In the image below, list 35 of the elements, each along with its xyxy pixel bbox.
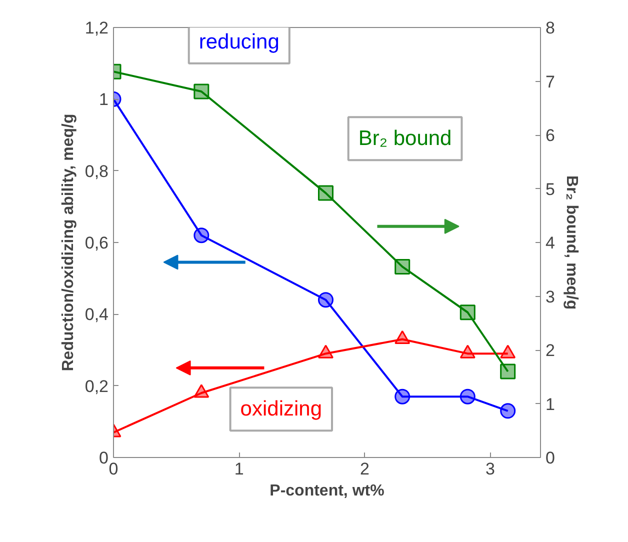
y-tick-label: 0,2 (84, 376, 109, 396)
y2-tick-label: 1 (546, 394, 555, 414)
y2-tick-label: 3 (546, 287, 555, 306)
y2-tick-label: 4 (546, 234, 555, 252)
y2-tick-label: 8 (546, 18, 555, 38)
y-tick-label: 0,4 (84, 305, 109, 324)
y-tick-label: 1,2 (84, 18, 109, 38)
x-tick-label: 1 (234, 460, 244, 478)
y2-tick-label: 5 (546, 180, 555, 199)
point (460, 344, 476, 358)
y2-axis-title: Br₂ bound, meq/g (562, 175, 580, 310)
y-axis-title: Reduction/oxidizing ability, meq/g (60, 114, 77, 372)
point (394, 330, 410, 344)
y-tick-label: 0,8 (84, 162, 109, 181)
y-tick-label: 0,6 (84, 234, 109, 252)
point (394, 258, 410, 274)
point (318, 292, 334, 308)
point (318, 344, 334, 358)
point (460, 304, 476, 320)
y-tick-label: 1 (99, 90, 109, 110)
x-tick-label: 3 (486, 460, 496, 478)
x-axis-title: P-content, wt% (270, 482, 384, 500)
point (500, 344, 516, 358)
text: reducing (198, 30, 280, 54)
point (500, 364, 516, 380)
text: Br₂ bound (358, 127, 452, 150)
y2-tick-label: 7 (546, 72, 555, 92)
x-tick-label: 2 (360, 460, 370, 478)
series-label: oxidizing (240, 398, 322, 421)
point (194, 228, 210, 244)
y2-tick-label: 6 (546, 126, 555, 145)
point (318, 185, 334, 201)
point (194, 384, 210, 398)
point (194, 84, 210, 100)
y2-tick-label: 2 (546, 341, 555, 360)
